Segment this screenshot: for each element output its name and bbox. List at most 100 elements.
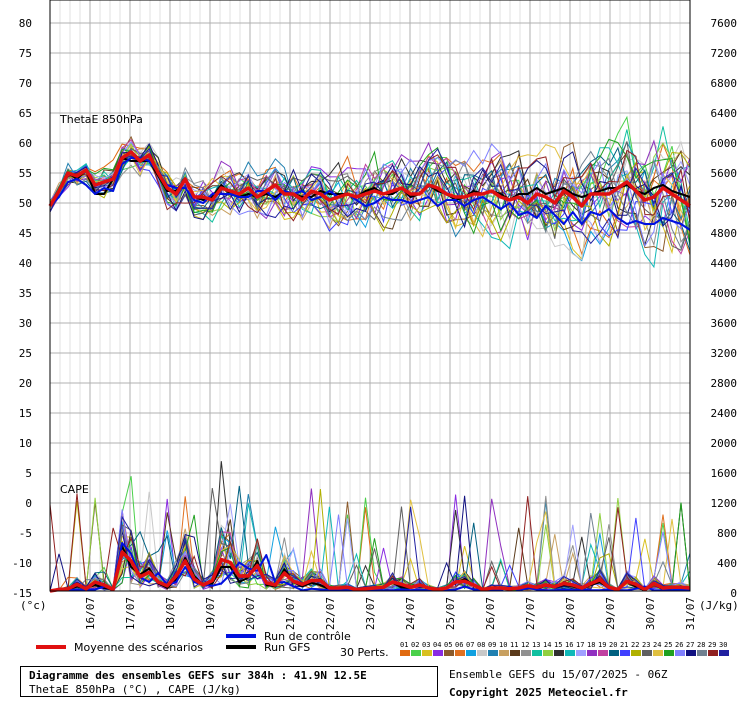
date-tick-label: 30/07 — [644, 597, 657, 630]
right-tick-label: 2400 — [711, 407, 738, 420]
pert-swatch — [466, 650, 476, 656]
pert-swatch — [455, 650, 465, 656]
mean-cape-line — [49, 550, 691, 593]
pert-swatch — [488, 650, 498, 656]
date-tick-label: 27/07 — [524, 597, 537, 630]
plot-frame — [49, 0, 691, 592]
right-tick-label: 4800 — [711, 227, 738, 240]
pert-swatch — [543, 650, 553, 656]
pert-swatch — [675, 650, 685, 656]
pert-swatch — [433, 650, 443, 656]
pert-number: 12 — [521, 641, 529, 649]
pert-number: 22 — [631, 641, 639, 649]
date-tick-label: 21/07 — [284, 597, 297, 630]
right-tick-label: 5600 — [711, 167, 738, 180]
pert-swatch — [598, 650, 608, 656]
right-tick-label: 0 — [730, 587, 737, 600]
pert-swatch — [477, 650, 487, 656]
pert-number: 05 — [444, 641, 452, 649]
right-tick-label: 4400 — [711, 257, 738, 270]
copyright: Copyright 2025 Meteociel.fr — [449, 686, 628, 699]
left-tick-label: 65 — [19, 107, 32, 120]
pert-swatch — [686, 650, 696, 656]
pert-swatch — [565, 650, 575, 656]
pert-swatch — [631, 650, 641, 656]
right-tick-label: 6000 — [711, 137, 738, 150]
date-tick-label: 31/07 — [684, 597, 697, 630]
right-tick-label: 5200 — [711, 197, 738, 210]
right-tick-label: 3200 — [711, 347, 738, 360]
date-tick-label: 26/07 — [484, 597, 497, 630]
right-tick-label: 3600 — [711, 317, 738, 330]
control-legend-label: Run de contrôle — [264, 630, 351, 643]
left-tick-label: 15 — [19, 407, 32, 420]
theta-panel-label: ThetaE 850hPa — [59, 113, 143, 126]
pert-swatch — [653, 650, 663, 656]
right-axis-unit: (J/kg) — [699, 599, 739, 612]
pert-swatch — [499, 650, 509, 656]
gfs-legend-label: Run GFS — [264, 641, 310, 654]
pert-swatch — [697, 650, 707, 656]
pert-swatch — [521, 650, 531, 656]
pert-number: 19 — [598, 641, 606, 649]
left-axis-unit: (°c) — [20, 599, 47, 612]
left-tick-label: -15 — [12, 587, 32, 600]
pert-number: 07 — [466, 641, 474, 649]
pert-number: 27 — [686, 641, 694, 649]
grid — [50, 0, 691, 591]
legend: Moyenne des scénarios Run de contrôle Ru… — [36, 630, 729, 659]
pert-number: 17 — [576, 641, 584, 649]
date-tick-label: 28/07 — [564, 597, 577, 630]
info-right: Ensemble GEFS du 15/07/2025 - 06Z Copyri… — [449, 666, 668, 702]
pert-number: 20 — [609, 641, 617, 649]
date-tick-label: 20/07 — [244, 597, 257, 630]
right-tick-label: 7200 — [711, 47, 738, 60]
right-tick-label: 1200 — [711, 497, 738, 510]
pert-swatch — [719, 650, 729, 656]
pert-number: 24 — [653, 641, 661, 649]
pert-theta-line — [49, 142, 691, 229]
left-tick-label: -10 — [12, 557, 32, 570]
pert-number: 15 — [554, 641, 562, 649]
left-tick-label: -5 — [19, 527, 32, 540]
right-tick-label: 1600 — [711, 467, 738, 480]
left-tick-label: 60 — [19, 137, 32, 150]
pert-number: 04 — [433, 641, 441, 649]
left-tick-label: 0 — [25, 497, 32, 510]
left-tick-label: 50 — [19, 197, 32, 210]
left-tick-label: 45 — [19, 227, 32, 240]
right-tick-label: 7600 — [711, 17, 738, 30]
right-tick-label: 2800 — [711, 377, 738, 390]
date-tick-label: 22/07 — [324, 597, 337, 630]
pert-swatch — [708, 650, 718, 656]
pert-number: 10 — [499, 641, 507, 649]
pert-swatch — [510, 650, 520, 656]
pert-swatch — [587, 650, 597, 656]
left-tick-label: 75 — [19, 47, 32, 60]
pert-number: 03 — [422, 641, 430, 649]
pert-swatch — [664, 650, 674, 656]
pert-swatch — [609, 650, 619, 656]
pert-number: 23 — [642, 641, 650, 649]
pert-number: 21 — [620, 641, 628, 649]
pert-number: 06 — [455, 641, 463, 649]
right-tick-label: 6800 — [711, 77, 738, 90]
pert-swatch — [532, 650, 542, 656]
pert-number: 18 — [587, 641, 595, 649]
left-tick-label: 5 — [25, 467, 32, 480]
pert-number: 01 — [400, 641, 408, 649]
pert-number: 02 — [411, 641, 419, 649]
left-tick-label: 30 — [19, 317, 32, 330]
info-subtitle: ThetaE 850hPa (°C) , CAPE (J/kg) — [29, 683, 241, 696]
right-tick-label: 800 — [717, 527, 737, 540]
pert-swatch — [444, 650, 454, 656]
pert-number: 13 — [532, 641, 540, 649]
right-tick-label: 400 — [717, 557, 737, 570]
left-tick-label: 80 — [19, 17, 32, 30]
date-tick-label: 16/07 — [84, 597, 97, 630]
date-tick-label: 24/07 — [404, 597, 417, 630]
pert-swatch — [554, 650, 564, 656]
pert-number: 29 — [708, 641, 716, 649]
